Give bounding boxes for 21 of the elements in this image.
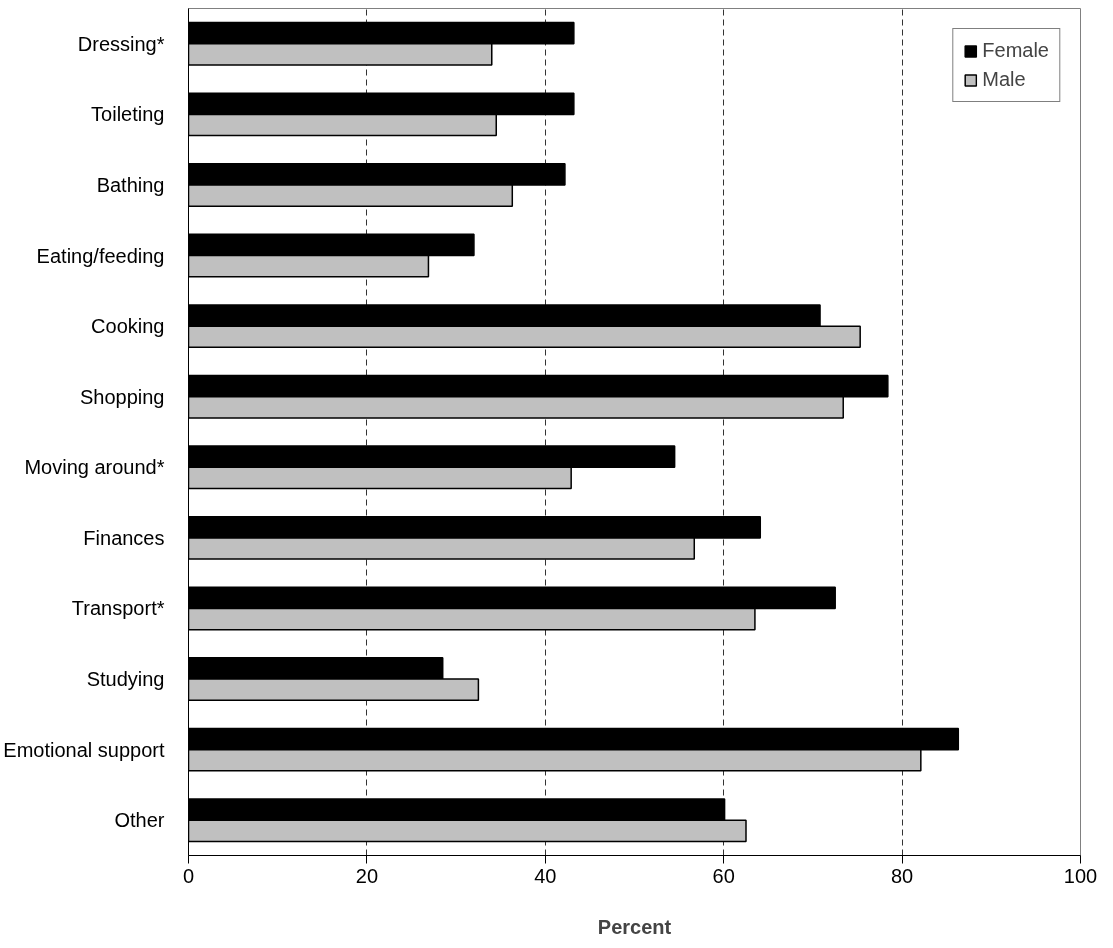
y-tick-label: Bathing <box>96 173 165 196</box>
x-tick-label: 20 <box>355 864 379 887</box>
y-tick-label: Studying <box>86 668 165 691</box>
y-tick-label: Other <box>114 809 165 832</box>
x-tick-label: 100 <box>1063 864 1098 887</box>
y-tick-label: Finances <box>83 526 165 549</box>
legend-label: Female <box>982 39 1049 62</box>
x-tick-label: 0 <box>182 864 195 887</box>
x-tick-label: 40 <box>534 864 557 887</box>
y-tick-label: Cooking <box>91 315 165 338</box>
x-tick-label: 80 <box>890 864 914 887</box>
y-tick-label: Emotional support <box>3 738 165 761</box>
y-tick-label: Toileting <box>91 103 165 126</box>
y-tick-label: Eating/feeding <box>36 244 165 267</box>
y-tick-label: Shopping <box>79 385 165 408</box>
y-tick-label: Transport* <box>71 597 165 620</box>
legend-label: Male <box>982 68 1026 91</box>
y-tick-label: Dressing* <box>77 32 165 55</box>
x-axis-title: Percent <box>597 915 672 938</box>
y-tick-label: Moving around* <box>24 456 165 479</box>
x-tick-label: 60 <box>712 864 735 887</box>
